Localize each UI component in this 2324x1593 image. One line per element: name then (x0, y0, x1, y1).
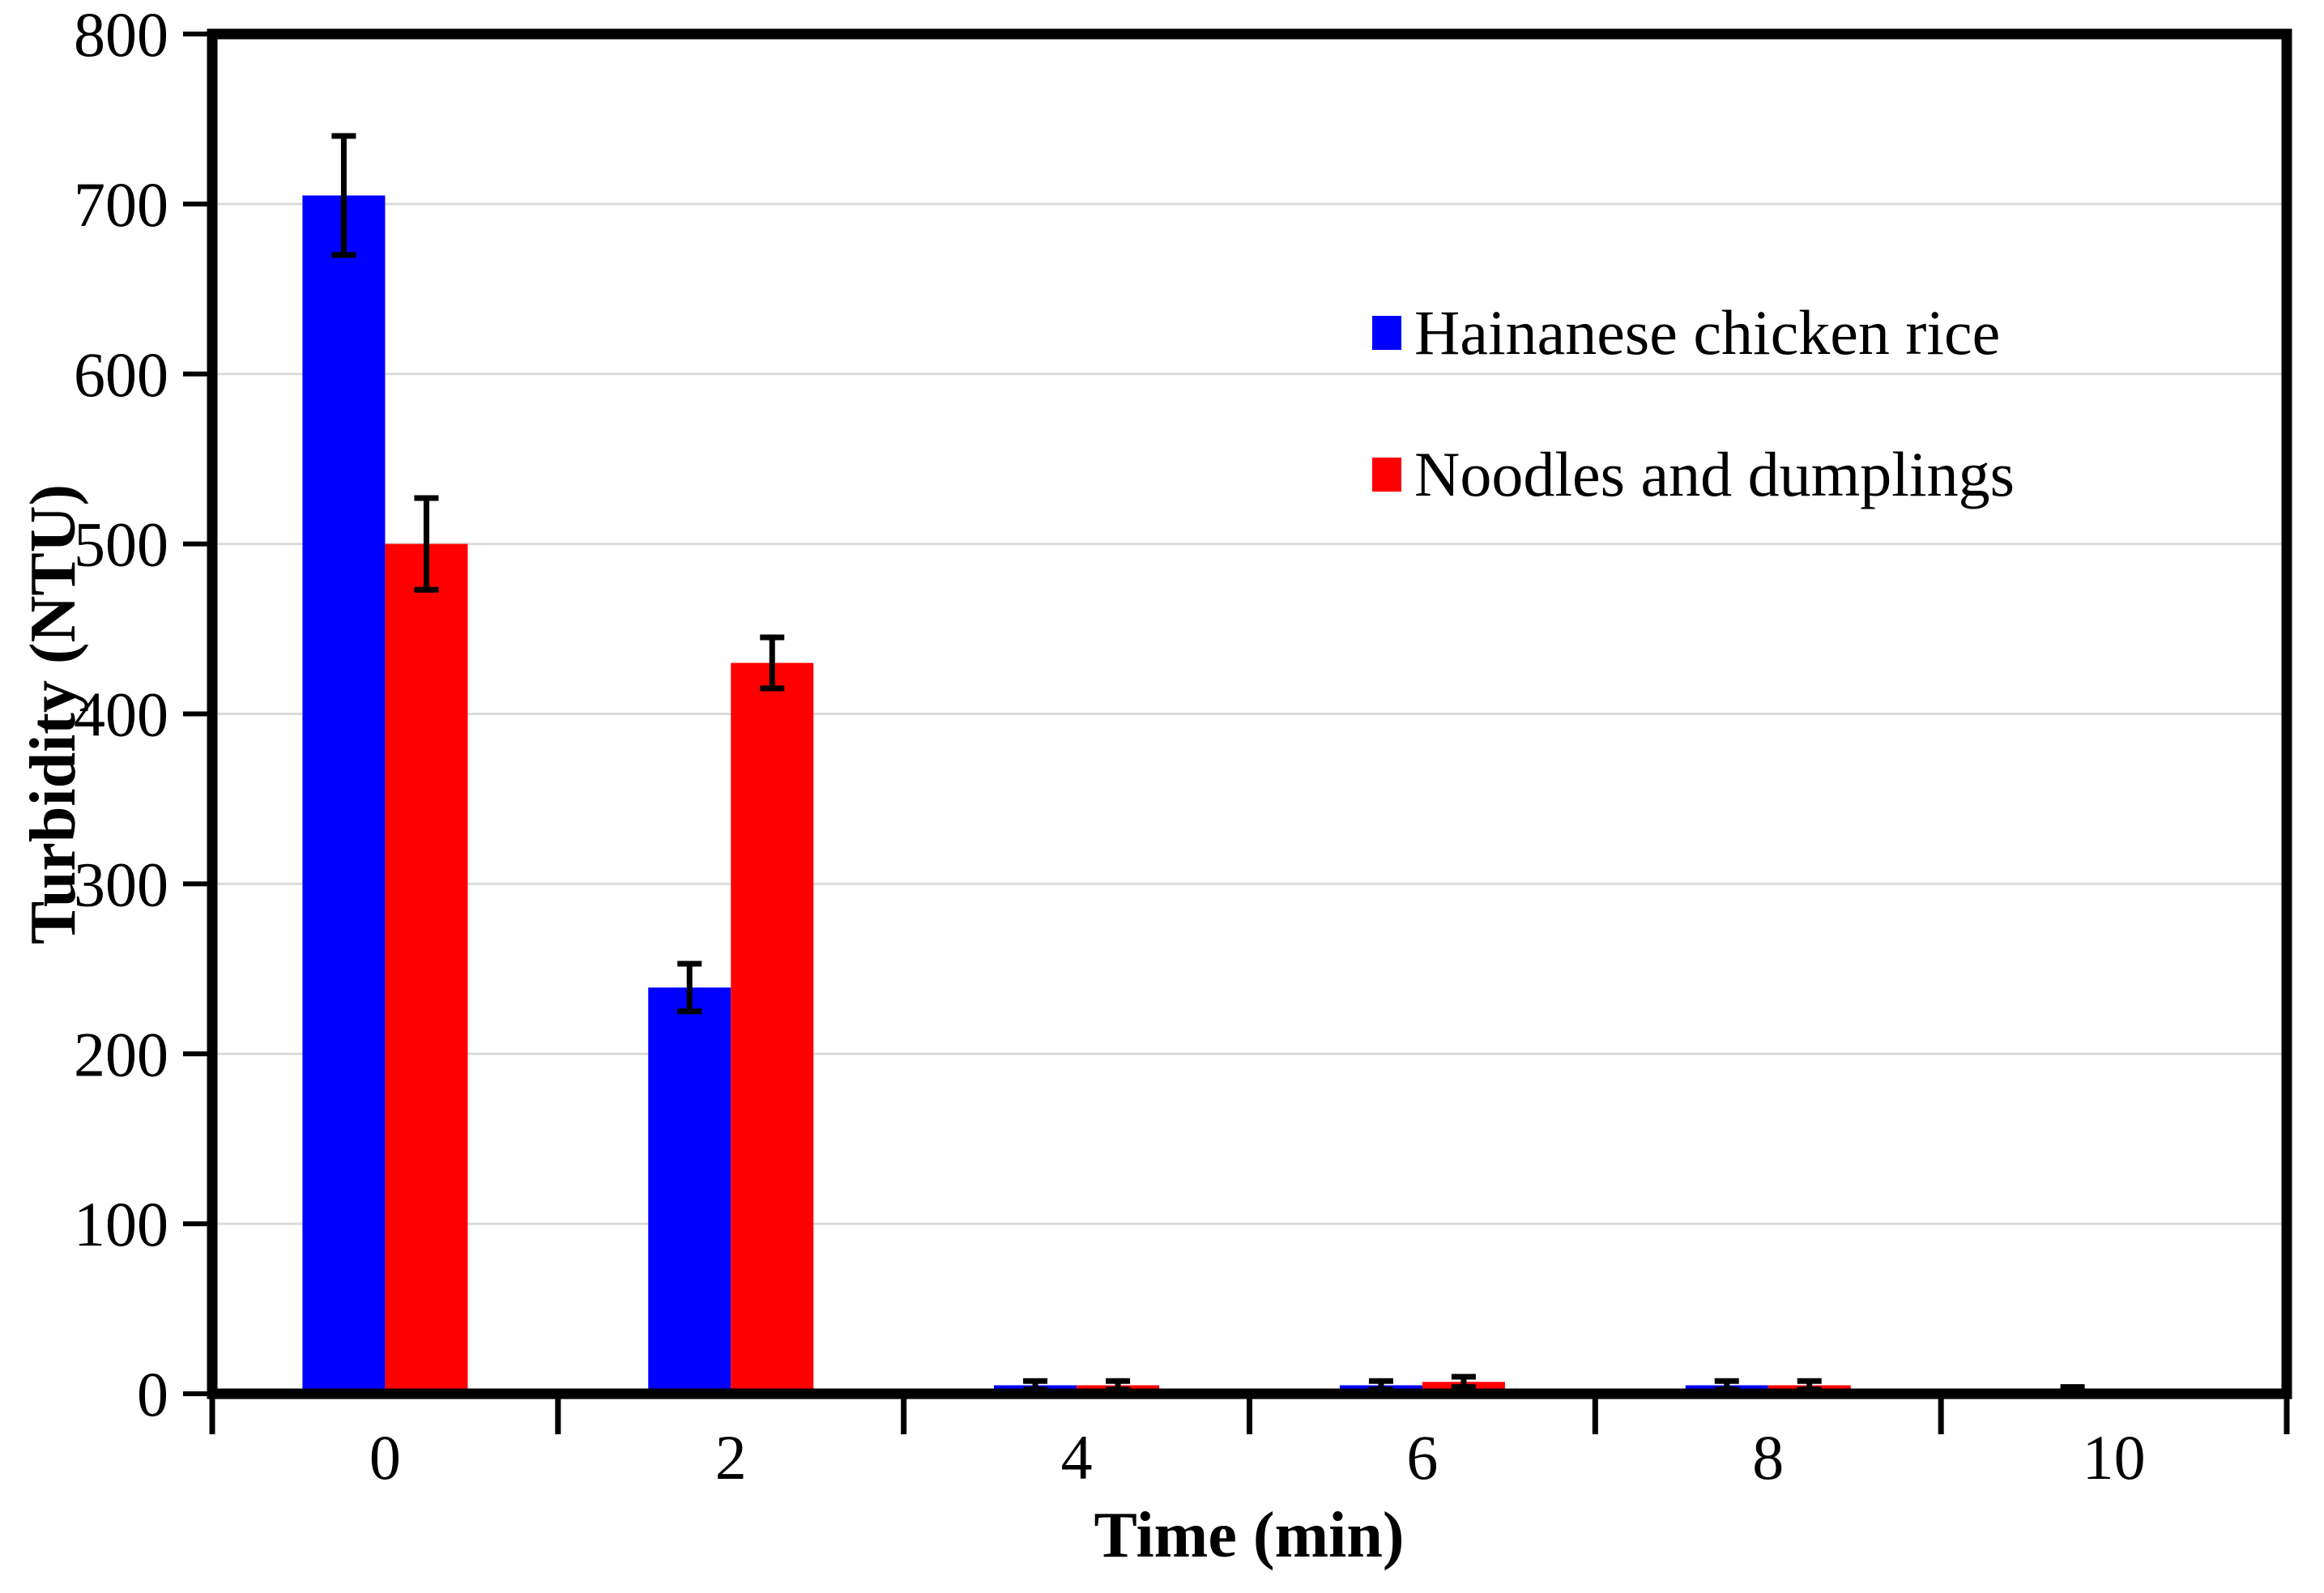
y-axis-title: Turbidity (NTU) (18, 483, 89, 945)
legend-item: Noodles and dumplings (1372, 440, 2015, 509)
legend-item: Hainanese chicken rice (1372, 298, 2015, 368)
y-tick-label: 100 (74, 1189, 168, 1259)
x-tick-label: 8 (1752, 1422, 1784, 1493)
legend: Hainanese chicken rice Noodles and dumpl… (1372, 298, 2015, 509)
y-tick-label: 600 (74, 339, 168, 410)
y-tick-label: 500 (74, 509, 168, 580)
x-tick-label: 2 (715, 1422, 747, 1493)
x-tick-label: 10 (2083, 1422, 2146, 1493)
y-tick-label: 400 (74, 679, 168, 750)
x-tick-label: 6 (1406, 1422, 1438, 1493)
bar-series-0-cat-0 (302, 195, 386, 1395)
x-axis-title: Time (min) (1094, 1500, 1405, 1571)
x-tick-label: 4 (1061, 1422, 1093, 1493)
y-tick-label: 300 (74, 849, 168, 919)
y-tick-label: 200 (74, 1019, 168, 1089)
plot-frame (207, 28, 2292, 1399)
legend-label-noodles-and-dumplings: Noodles and dumplings (1414, 439, 2015, 509)
x-tick-label: 0 (369, 1422, 401, 1493)
legend-swatch-hainanese-chicken-rice (1372, 316, 1401, 350)
legend-swatch-noodles-and-dumplings (1372, 458, 1401, 492)
legend-label-hainanese-chicken-rice: Hainanese chicken rice (1414, 297, 2001, 368)
bar-series-1-cat-0 (385, 543, 468, 1394)
bar-series-0-cat-1 (648, 987, 731, 1394)
y-tick-label: 0 (137, 1359, 168, 1429)
bar-series-1-cat-1 (731, 662, 814, 1394)
y-tick-label: 700 (74, 169, 168, 240)
y-tick-label: 800 (74, 0, 168, 70)
